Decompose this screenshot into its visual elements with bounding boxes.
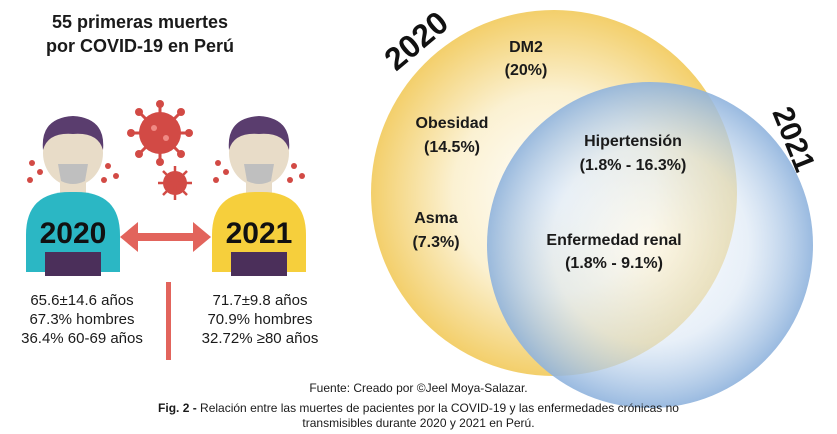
stat-men-2020: 67.3% hombres	[29, 311, 135, 328]
caption-text-1: Relación entre las muertes de pacientes …	[196, 401, 679, 415]
region-hipertension-name: Hipertensión	[584, 133, 682, 150]
virus-icon-large	[127, 100, 193, 166]
region-renal-value: (1.8% - 9.1%)	[565, 255, 663, 272]
region-asma-name: Asma	[414, 210, 458, 227]
title-line-1: 55 primeras muertes	[51, 12, 229, 32]
venn-circle-2021	[487, 82, 813, 408]
stat-agegroup-2021: 32.72% ≥80 años	[201, 330, 319, 347]
caption-line-1: Fig. 2 - Relación entre las muertes de p…	[0, 401, 837, 416]
figure-caption: Fig. 2 - Relación entre las muertes de p…	[0, 401, 837, 431]
region-asma-value: (7.3%)	[412, 234, 459, 251]
region-renal-name: Enfermedad renal	[546, 232, 681, 249]
region-hipertension-value: (1.8% - 16.3%)	[580, 157, 687, 174]
caption-line-2: transmisibles durante 2020 y 2021 en Per…	[302, 416, 535, 430]
region-obesidad-name: Obesidad	[416, 115, 489, 132]
stats-2020: 65.6±14.6 años 67.3% hombres 36.4% 60-69…	[2, 291, 162, 348]
virus-icon-small	[158, 166, 192, 200]
left-panel-title: 55 primeras muertes por COVID-19 en Perú	[30, 10, 250, 58]
stat-men-2021: 70.9% hombres	[207, 311, 313, 328]
region-dm2-name: DM2	[509, 39, 543, 56]
stat-age-2021: 71.7±9.8 años	[212, 292, 308, 309]
region-obesidad-value: (14.5%)	[424, 139, 480, 156]
shirt-year-2021: 2021	[226, 217, 293, 250]
divider-line	[166, 282, 171, 360]
source-note: Fuente: Creado por ©Jeel Moya-Salazar.	[309, 381, 528, 395]
region-dm2-value: (20%)	[505, 62, 548, 79]
cough-particles-left	[27, 160, 119, 183]
title-line-2: por COVID-19 en Perú	[45, 36, 235, 56]
person-2021-icon	[212, 116, 306, 276]
stat-agegroup-2020: 36.4% 60-69 años	[21, 330, 143, 347]
double-arrow	[120, 222, 211, 252]
figure-label: Fig. 2 -	[158, 401, 197, 415]
stat-age-2020: 65.6±14.6 años	[30, 292, 134, 309]
stats-2021: 71.7±9.8 años 70.9% hombres 32.72% ≥80 a…	[180, 291, 340, 348]
shirt-year-2020: 2020	[40, 217, 107, 250]
cough-particles-right	[213, 160, 305, 183]
person-2020-icon	[26, 116, 120, 276]
